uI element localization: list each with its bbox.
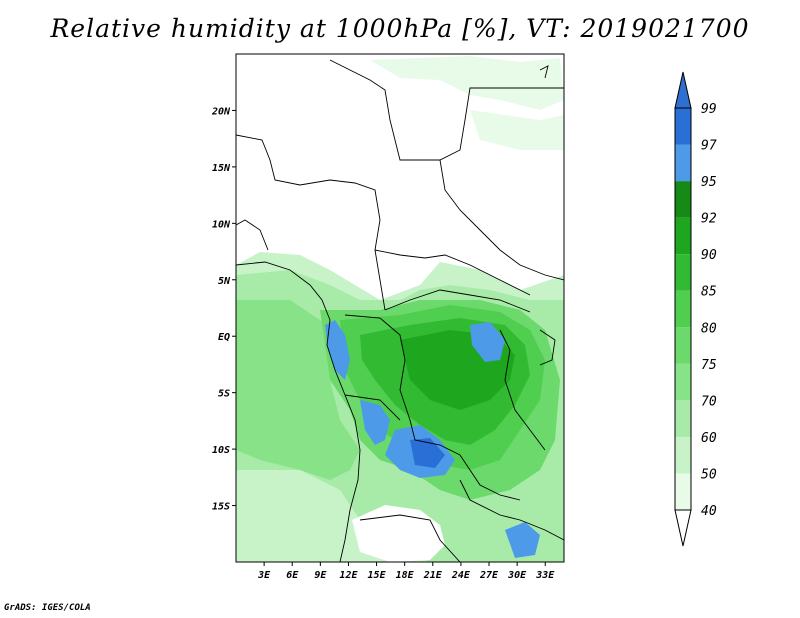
lon-tick-label: 6E (286, 570, 299, 581)
colorbar-label: 97 (701, 139, 717, 154)
lon-tick-label: 18E (396, 570, 415, 581)
lat-tick-label: 15S (212, 502, 230, 513)
lat-tick-label: EQ (218, 332, 230, 343)
colorbar-band (675, 217, 691, 255)
colorbar-bottom-arrow (674, 509, 692, 547)
lon-tick-label: 24E (451, 570, 471, 581)
colorbar-band (675, 363, 691, 401)
lon-tick-label: 15E (368, 570, 387, 581)
colorbar-label: 92 (701, 212, 717, 227)
colorbar-label: 90 (701, 248, 717, 263)
colorbar-band (675, 108, 691, 145)
colorbar-band (675, 327, 691, 364)
map-title: Relative humidity at 1000hPa [%], VT: 20… (50, 14, 750, 43)
colorbar-label: 99 (701, 102, 717, 117)
colorbar-label: 85 (701, 285, 717, 300)
colorbar-band (675, 181, 691, 218)
lon-tick-label: 30E (507, 570, 527, 581)
colorbar-label: 80 (701, 321, 717, 336)
longitude-axis: 3E 6E 9E 12E 15E 18E 21E 24E 27E 30E 33E (257, 562, 555, 581)
colorbar-label: 70 (701, 394, 717, 409)
colorbar-band (675, 400, 691, 437)
lat-tick-label: 20N (211, 106, 231, 117)
colorbar-label: 40 (701, 504, 717, 519)
colorbar-band (675, 290, 691, 328)
colorbar-band (675, 144, 691, 182)
lon-tick-label: 9E (314, 570, 327, 581)
lat-tick-label: 5N (218, 276, 231, 287)
colorbar: 40 50 60 70 75 80 85 90 92 95 97 99 (674, 71, 717, 547)
colorbar-label: 50 (701, 467, 717, 482)
latitude-axis: 20N 15N 10N 5N EQ 5S 10S 15S (211, 106, 236, 513)
colorbar-label: 95 (701, 175, 717, 190)
humidity-field (236, 54, 564, 562)
colorbar-frame (674, 107, 692, 511)
lat-tick-label: 15N (212, 163, 231, 174)
colorbar-label: 60 (701, 431, 717, 446)
lon-tick-label: 21E (423, 570, 443, 581)
colorbar-label: 75 (701, 358, 717, 373)
lon-tick-label: 33E (535, 570, 555, 581)
colorbar-band (675, 254, 691, 291)
lat-tick-label: 10N (212, 219, 231, 230)
grads-credit: GrADS: IGES/COLA (4, 603, 91, 613)
lat-tick-label: 10S (212, 445, 230, 456)
colorbar-top-arrow (674, 71, 692, 109)
lon-tick-label: 12E (339, 570, 358, 581)
map-frame (235, 53, 565, 563)
colorbar-band (675, 473, 691, 510)
lon-tick-label: 27E (479, 570, 499, 581)
colorbar-band (675, 436, 691, 474)
lat-tick-label: 5S (218, 389, 230, 400)
lon-tick-label: 3E (257, 570, 271, 581)
